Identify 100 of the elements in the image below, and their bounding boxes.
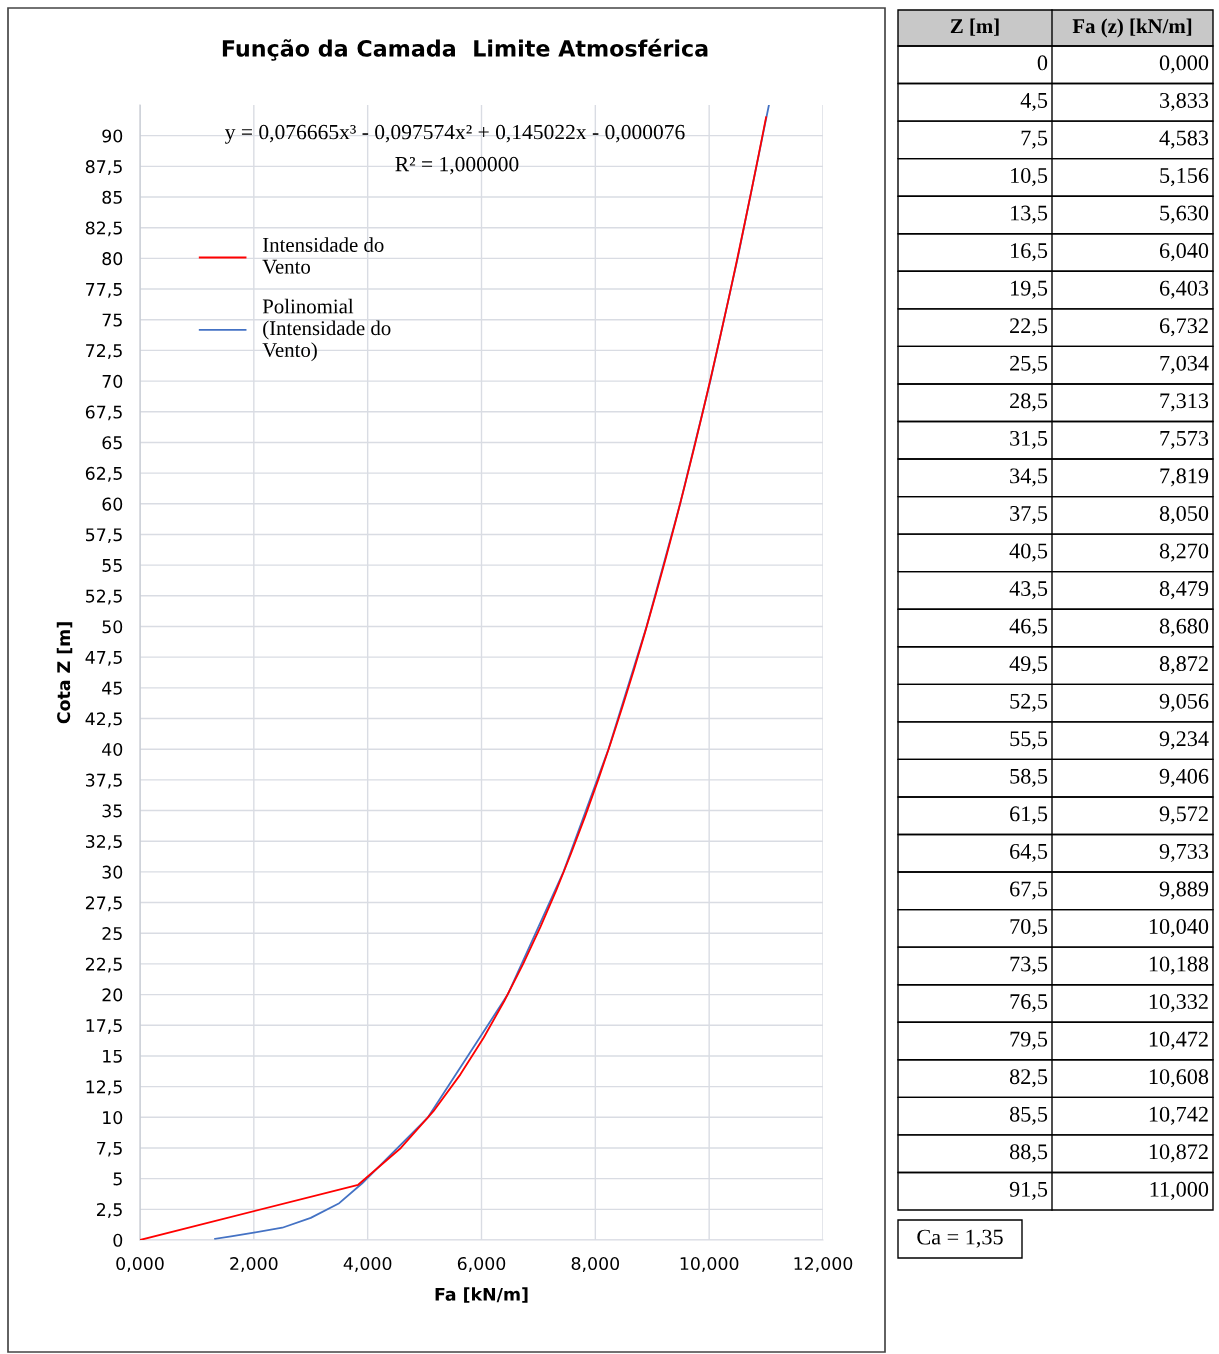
- text: 61,5: [1010, 806, 1048, 825]
- y-tick-label: 50: [102, 620, 123, 634]
- text: 8,680: [1159, 618, 1209, 637]
- text: 9,889: [1159, 881, 1209, 900]
- text: 73,5: [1010, 956, 1048, 975]
- y-tick-label: 62,5: [85, 466, 122, 482]
- text: 34,5: [1010, 468, 1048, 487]
- text: 3,833: [1160, 92, 1209, 112]
- y-tick-label: 70: [102, 374, 123, 388]
- text: 6,732: [1159, 318, 1208, 337]
- y-tick-label: 65: [102, 436, 122, 450]
- text: 7,573: [1160, 430, 1209, 450]
- y-tick-label: 12,5: [86, 1080, 122, 1096]
- y-tick-label: 77,5: [86, 282, 122, 298]
- y-tick-label: 82,5: [85, 221, 122, 237]
- y-tick-label: 67,5: [85, 405, 122, 421]
- text: 49,5: [1009, 656, 1048, 675]
- text: 9,733: [1159, 843, 1209, 863]
- text: 5,156: [1160, 168, 1209, 187]
- x-tick-label: 4,000: [343, 1256, 392, 1272]
- y-tick-label: 35: [102, 804, 122, 818]
- y-tick-label: 85: [102, 190, 122, 204]
- y-tick-label: 2,5: [97, 1203, 122, 1218]
- text: 9,406: [1159, 768, 1209, 787]
- text: 10,872: [1149, 1144, 1208, 1163]
- y-tick-label: 80: [102, 252, 123, 266]
- text: 4,5: [1020, 93, 1048, 112]
- x-tick-label: 0,000: [116, 1256, 164, 1272]
- y-tick-label: 30: [102, 865, 123, 879]
- y-tick-label: 52,5: [86, 589, 122, 605]
- x-tick-label: 6,000: [457, 1256, 506, 1272]
- text: 11,000: [1150, 1181, 1209, 1200]
- text: 52,5: [1010, 693, 1048, 712]
- text: 7,819: [1160, 468, 1209, 487]
- y-tick-label: 20: [102, 988, 123, 1002]
- text: 16,5: [1011, 243, 1048, 262]
- text: 0,000: [1159, 55, 1209, 74]
- text: 7,313: [1160, 393, 1209, 412]
- text: 10,472: [1149, 1031, 1208, 1050]
- text: 9,056: [1159, 693, 1209, 712]
- text: 6,040: [1159, 243, 1209, 262]
- y-tick-label: 5: [113, 1172, 122, 1186]
- y-tick-label: 25: [102, 926, 122, 941]
- text: 10,332: [1149, 994, 1208, 1013]
- text: 10,608: [1149, 1069, 1209, 1088]
- text: 8,050: [1159, 505, 1209, 525]
- text: 25,5: [1010, 355, 1048, 374]
- text: 9,572: [1159, 806, 1208, 825]
- y-tick-label: 27,5: [85, 896, 122, 912]
- text: 64,5: [1010, 843, 1048, 863]
- y-tick-label: 37,5: [86, 773, 122, 789]
- text: 6,403: [1159, 280, 1209, 299]
- x-axis-title: Fa [kN/m]: [435, 1287, 528, 1303]
- text: 5,630: [1160, 205, 1209, 224]
- text: 10,742: [1149, 1106, 1208, 1125]
- text: 10,188: [1149, 956, 1209, 975]
- text: Fa (z) [kN/m]: [1072, 18, 1192, 38]
- text: 79,5: [1010, 1031, 1048, 1050]
- annotation: R² = 1,000000: [395, 156, 519, 175]
- text: 40,5: [1009, 543, 1048, 562]
- y-tick-label: 60: [102, 497, 123, 511]
- text: 7,034: [1160, 355, 1209, 374]
- text: 88,5: [1009, 1144, 1048, 1163]
- x-tick-label: 8,000: [571, 1256, 620, 1272]
- y-tick-label: 45: [102, 681, 122, 695]
- y-tick-label: 15: [103, 1049, 122, 1063]
- text: 31,5: [1010, 430, 1048, 450]
- y-tick-label: 75: [102, 313, 122, 327]
- text: 37,5: [1010, 505, 1048, 525]
- text: Ca = 1,35: [917, 1229, 1003, 1248]
- text: 67,5: [1010, 881, 1048, 900]
- text: 55,5: [1010, 731, 1048, 750]
- y-tick-label: 32,5: [86, 834, 122, 850]
- y-tick-label: 72,5: [86, 344, 122, 360]
- text: 8,479: [1159, 581, 1209, 600]
- text: 46,5: [1009, 618, 1048, 637]
- text: 8,270: [1159, 543, 1209, 562]
- text: 70,5: [1010, 918, 1048, 938]
- text: 85,5: [1009, 1106, 1048, 1125]
- chart-title: Função da Camada Limite Atmosférica: [222, 38, 708, 61]
- text: 8,872: [1159, 656, 1208, 675]
- text: 7,5: [1021, 130, 1048, 149]
- y-axis-title: Cota Z [m]: [56, 622, 73, 724]
- text: 10,040: [1149, 918, 1209, 938]
- y-tick-label: 10: [103, 1111, 123, 1125]
- text: 10,5: [1011, 167, 1048, 187]
- y-tick-label: 57,5: [86, 528, 122, 544]
- x-tick-label: 2,000: [230, 1256, 278, 1272]
- text: 28,5: [1010, 393, 1048, 412]
- text: 4,583: [1159, 130, 1209, 149]
- y-tick-label: 55: [102, 559, 122, 572]
- y-tick-label: 22,5: [85, 957, 122, 973]
- annotation: y = 0,076665x³ - 0,097574x² + 0,145022x - 0,000076: [224, 124, 685, 144]
- text: 43,5: [1009, 581, 1048, 600]
- y-tick-label: 42,5: [85, 712, 122, 728]
- y-tick-label: 90: [102, 129, 123, 143]
- y-tick-label: 47,5: [85, 651, 122, 666]
- text: 91,5: [1009, 1181, 1048, 1200]
- text: 58,5: [1010, 768, 1048, 787]
- x-tick-label: 12,000: [794, 1256, 853, 1272]
